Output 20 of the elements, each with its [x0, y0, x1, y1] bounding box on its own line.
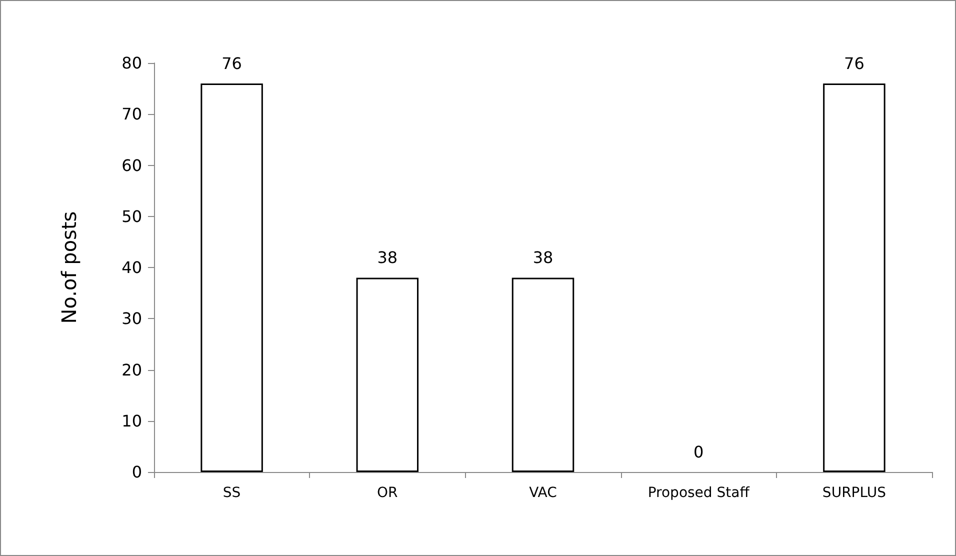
- y-tick-label: 0: [132, 462, 142, 482]
- data-label: 76: [844, 54, 864, 73]
- y-tick-label: 10: [122, 411, 142, 430]
- y-tick-label: 80: [122, 54, 142, 72]
- y-tick-label: 50: [122, 206, 142, 226]
- x-tick-label: SURPLUS: [822, 485, 886, 501]
- x-tick-label: Proposed Staff: [648, 485, 750, 501]
- data-label: 38: [377, 248, 398, 268]
- y-tick-label: 30: [122, 309, 142, 328]
- y-tick-label: 70: [122, 104, 142, 124]
- x-tick-label: SS: [222, 485, 241, 501]
- y-tick-label: 60: [122, 156, 142, 175]
- data-label: 38: [532, 248, 554, 268]
- data-label: 0: [694, 442, 704, 462]
- x-tick-label: OR: [377, 485, 398, 501]
- data-label: 76: [222, 54, 242, 73]
- y-axis-title: No.of posts: [57, 211, 81, 324]
- y-tick-label: 20: [122, 360, 142, 380]
- x-tick-label: VAC: [529, 485, 558, 501]
- y-tick-label: 40: [122, 258, 142, 277]
